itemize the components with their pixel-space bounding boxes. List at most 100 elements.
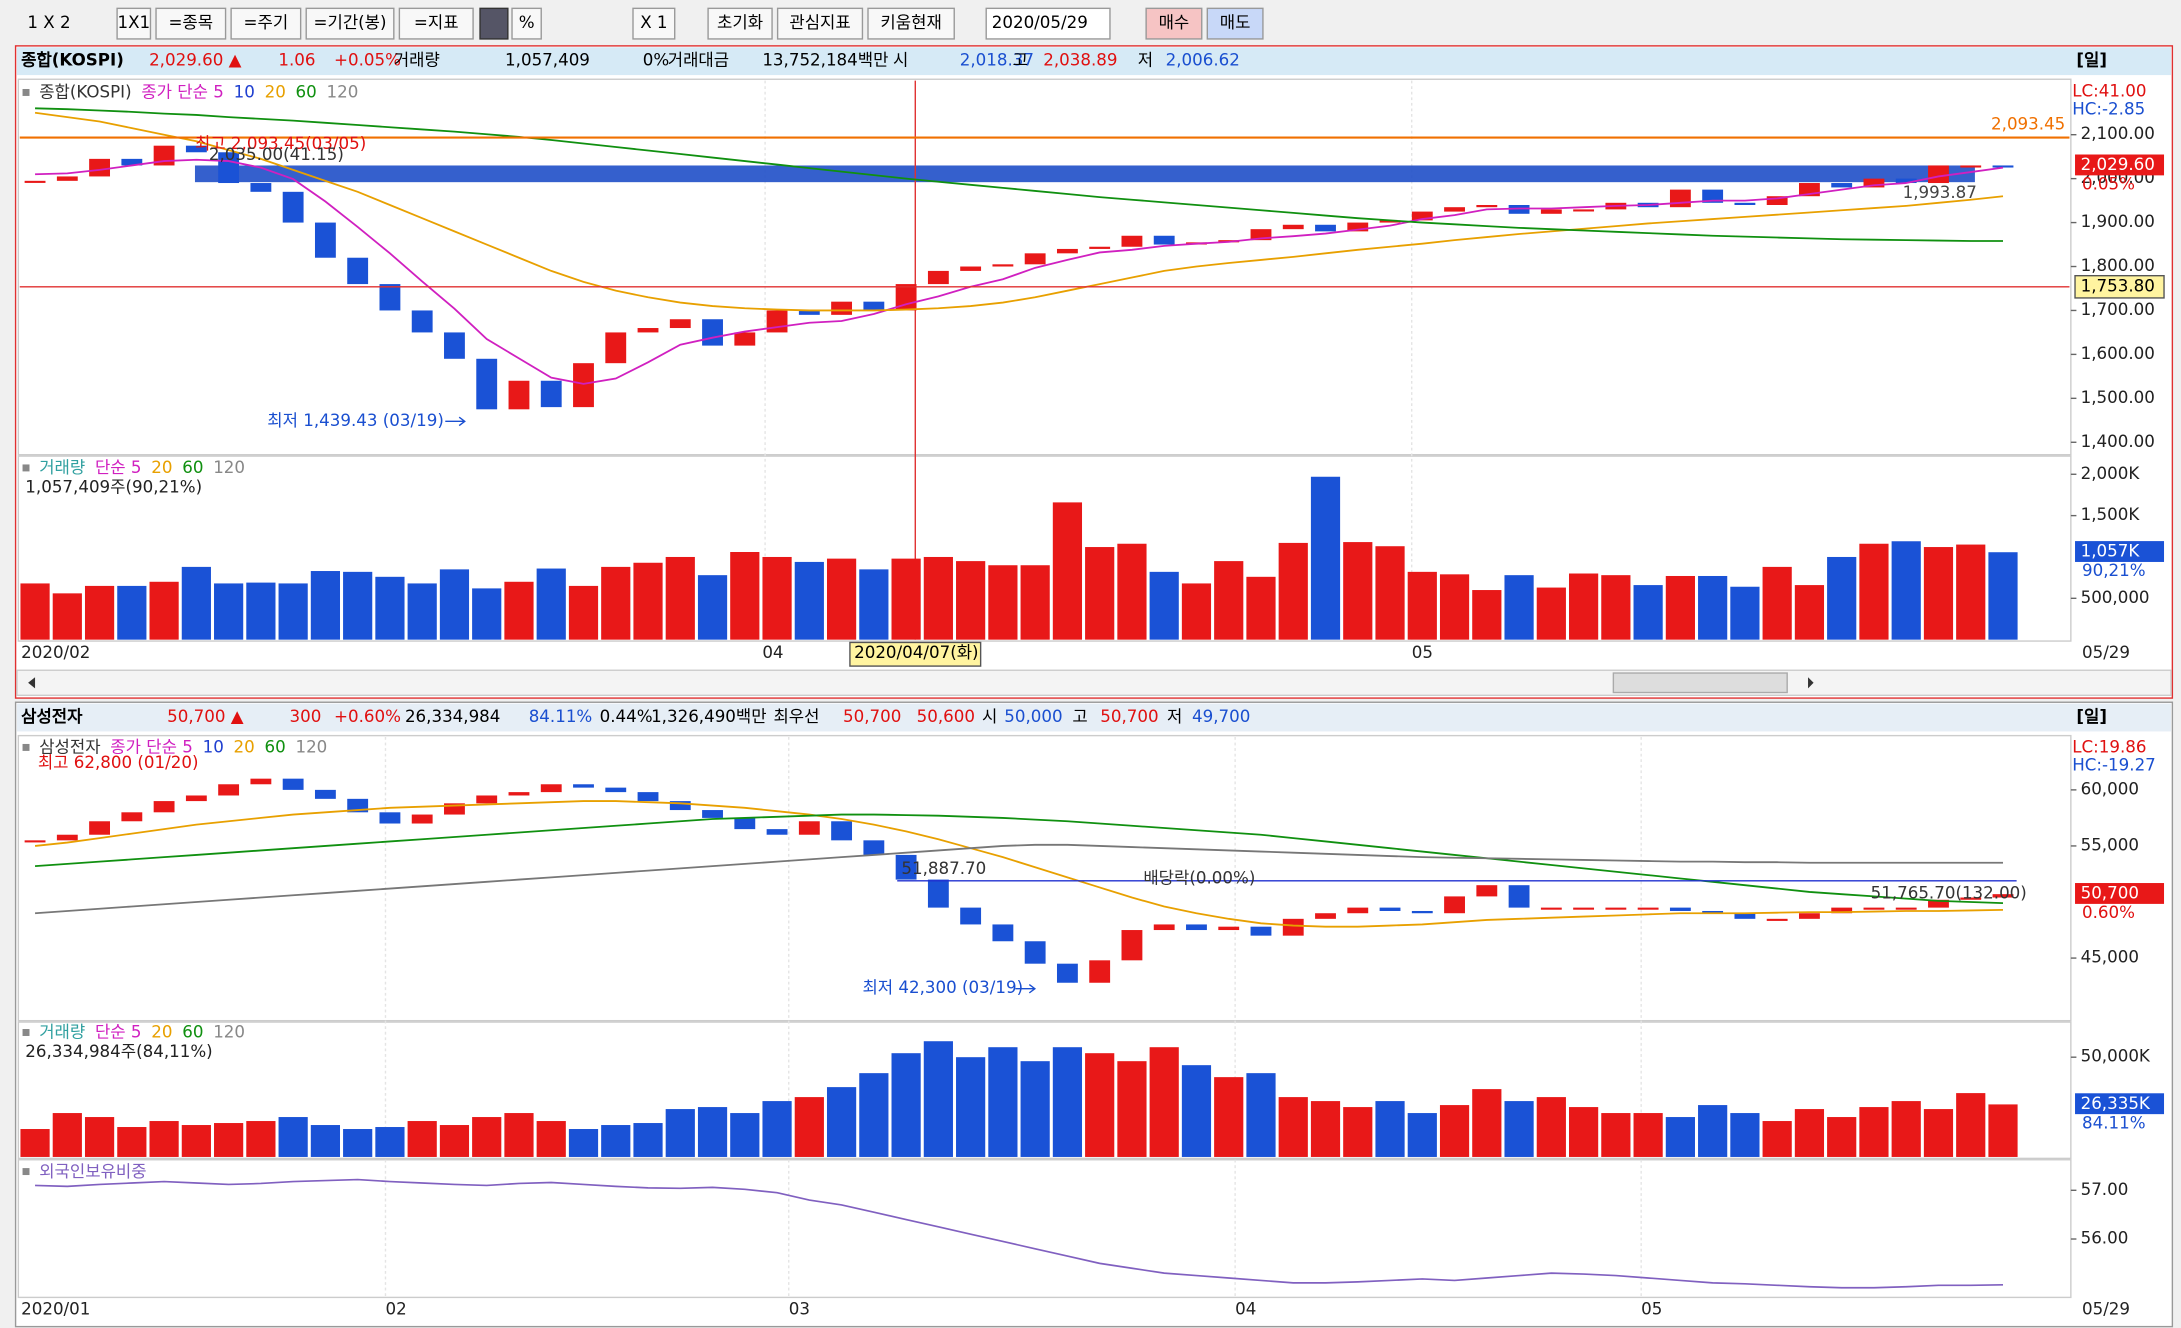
toolbar-label[interactable]: =주기	[244, 13, 289, 32]
toolbar-label[interactable]: X 1	[640, 13, 667, 32]
price-box	[2075, 883, 2165, 904]
legend-icon	[22, 1168, 30, 1176]
volume-bar	[375, 1127, 405, 1157]
toolbar-label[interactable]: =지표	[414, 13, 459, 32]
y-tick-label: 1,900.00	[2081, 212, 2155, 231]
date-field[interactable]	[985, 7, 1111, 40]
header-field: 시	[982, 707, 997, 726]
candle	[1024, 941, 1046, 964]
header-field: 고	[1013, 51, 1028, 70]
toolbar-button[interactable]	[116, 7, 152, 40]
header-field: 50,700	[1100, 707, 1158, 726]
toolbar-button[interactable]	[511, 7, 542, 40]
header-field: 최우선	[773, 707, 819, 726]
candle	[1702, 189, 1724, 203]
toolbar-button[interactable]	[479, 7, 509, 40]
toolbar-button[interactable]	[155, 7, 227, 40]
toolbar-label[interactable]: 관심지표	[789, 13, 850, 32]
volume-bar	[1278, 1097, 1308, 1157]
volume-bar	[1310, 1101, 1341, 1157]
date-text[interactable]: 2020/05/29	[992, 13, 1088, 32]
candle	[153, 801, 175, 813]
header-field: 49,700	[1192, 707, 1250, 726]
volume-bar	[988, 1047, 1018, 1157]
change-label: 0.60%	[2082, 903, 2135, 922]
toolbar-label[interactable]: 1X1	[117, 13, 150, 32]
low-arrows	[445, 416, 1037, 994]
volume-bar	[246, 1121, 276, 1157]
y-tick-label: 500,000	[2081, 588, 2150, 607]
volume-bar	[1568, 573, 1599, 640]
toolbar-button[interactable]	[867, 7, 955, 40]
volume-bar	[1956, 1093, 1986, 1157]
candle	[1508, 885, 1530, 908]
toolbar-label[interactable]: 1 X 2	[27, 13, 70, 32]
volume-bar	[1536, 587, 1566, 640]
candle	[1411, 211, 1433, 221]
candle	[218, 784, 240, 796]
candle	[1605, 907, 1627, 910]
candle	[1347, 222, 1369, 232]
volume-bar	[1891, 1101, 1921, 1157]
volume-bar	[1117, 543, 1147, 640]
candle	[1315, 224, 1336, 232]
toolbar-label[interactable]: 키움현재	[880, 13, 941, 32]
volume-bar	[1923, 547, 1954, 640]
candle	[669, 801, 691, 811]
sell-label[interactable]: 매도	[1220, 13, 1251, 32]
toolbar-button[interactable]	[707, 7, 773, 40]
legend-item: 거래량	[39, 458, 85, 477]
toolbar-label[interactable]: =기간(봉)	[314, 13, 387, 32]
scrollbar[interactable]	[16, 669, 2172, 696]
volume-bar	[1181, 583, 1212, 640]
header-field: 2,029.60 ▲	[149, 51, 242, 70]
toolbar-button[interactable]	[632, 7, 676, 40]
volume-bar	[1310, 476, 1341, 640]
candle	[1024, 253, 1046, 265]
volume-bar	[343, 1129, 373, 1157]
volume-bar	[84, 585, 115, 640]
header-field: 1,326,490백만	[651, 707, 767, 726]
header-field: 종합(KOSPI)	[21, 50, 124, 70]
scroll-thumb[interactable]	[1612, 672, 1788, 694]
x-label: 2020/02	[21, 643, 90, 662]
volume-bar	[214, 583, 244, 640]
y-tick-label: 1,400.00	[2081, 432, 2155, 451]
candle	[1379, 220, 1401, 223]
volume-bar	[923, 1041, 953, 1157]
candle	[1960, 165, 1982, 168]
candle	[637, 792, 659, 802]
sell-button[interactable]	[1206, 7, 1264, 40]
toolbar-label[interactable]: 초기화	[717, 13, 763, 32]
buy-button[interactable]	[1145, 7, 1203, 40]
toolbar-label[interactable]: =종목	[168, 13, 213, 32]
volume-bar	[730, 552, 760, 640]
candle	[992, 264, 1014, 267]
volume-bar	[1181, 1065, 1212, 1157]
annotation: LC:41.00	[2072, 81, 2146, 100]
volume-bar	[1827, 556, 1857, 640]
y-tick-label: 2,000K	[2081, 464, 2141, 483]
candle	[56, 176, 78, 181]
legend-item: 20	[265, 83, 286, 102]
candle	[444, 803, 465, 815]
legend-item: 60	[182, 1023, 203, 1042]
candle	[1928, 899, 1949, 908]
volume-bar	[407, 1121, 437, 1157]
toolbar-button[interactable]	[776, 7, 864, 40]
header-field: 0%	[643, 51, 669, 70]
toolbar-button[interactable]	[305, 7, 395, 40]
header-field: 저	[1138, 51, 1153, 70]
annotation: 최고 62,800 (01/20)	[38, 753, 199, 772]
candle	[185, 795, 207, 802]
candle	[831, 301, 853, 315]
candle	[1347, 907, 1369, 914]
moving-average	[34, 800, 2004, 928]
buy-label[interactable]: 매수	[1159, 13, 1190, 32]
toolbar-button[interactable]	[398, 7, 474, 40]
toolbar-label[interactable]: %	[519, 13, 535, 32]
volume-bar	[1472, 1089, 1502, 1157]
y-tick-label: 45,000	[2081, 948, 2139, 967]
toolbar-button[interactable]	[230, 7, 302, 40]
x-label: 05/29	[2082, 1299, 2130, 1318]
